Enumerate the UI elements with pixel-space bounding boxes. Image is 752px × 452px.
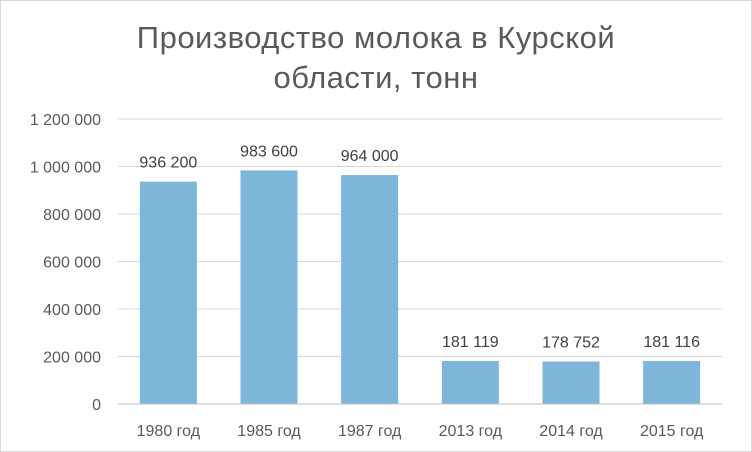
y-tick-label: 800 000 (43, 207, 101, 224)
x-tick-label: 2014 год (539, 423, 603, 440)
chart-title: Производство молока в Курской области, т… (0, 18, 752, 98)
data-label: 181 116 (643, 334, 700, 351)
x-tick-label: 1980 год (137, 423, 201, 440)
data-label: 178 752 (542, 335, 600, 352)
data-label: 936 200 (139, 155, 197, 172)
bar[interactable] (240, 170, 298, 404)
data-label: 964 000 (341, 148, 399, 165)
y-tick-label: 200 000 (43, 350, 101, 367)
y-tick-label: 400 000 (43, 302, 101, 319)
bar[interactable] (139, 181, 197, 404)
bar[interactable] (542, 361, 600, 404)
data-label: 983 600 (240, 143, 298, 160)
y-tick-label: 0 (92, 397, 101, 414)
x-tick-label: 1987 год (338, 423, 402, 440)
chart-title-line-2: области, тонн (273, 60, 479, 95)
bar[interactable] (643, 360, 701, 404)
bar[interactable] (341, 175, 399, 404)
y-tick-label: 1 200 000 (30, 112, 101, 129)
chart-title-line-1: Производство молока в Курской (136, 20, 616, 55)
y-tick-label: 1 000 000 (30, 160, 101, 177)
y-tick-label: 600 000 (43, 255, 101, 272)
x-tick-label: 2013 год (439, 423, 503, 440)
x-tick-label: 2015 год (640, 423, 704, 440)
x-tick-label: 1985 год (237, 423, 301, 440)
bar[interactable] (441, 360, 499, 404)
data-label: 181 119 (442, 334, 499, 351)
